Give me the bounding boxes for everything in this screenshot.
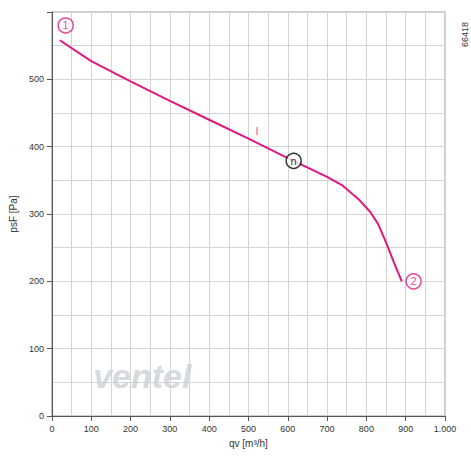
svg-text:200: 200 <box>123 424 138 434</box>
svg-text:600: 600 <box>280 424 295 434</box>
svg-text:I: I <box>256 125 259 137</box>
svg-text:500: 500 <box>241 424 256 434</box>
svg-text:400: 400 <box>29 142 44 152</box>
svg-text:1: 1 <box>63 19 69 31</box>
svg-text:2: 2 <box>410 275 416 287</box>
svg-text:100: 100 <box>84 424 99 434</box>
svg-text:66418: 66418 <box>460 22 470 47</box>
svg-text:400: 400 <box>202 424 217 434</box>
svg-text:1.000: 1.000 <box>434 424 457 434</box>
svg-text:800: 800 <box>359 424 374 434</box>
svg-text:700: 700 <box>320 424 335 434</box>
svg-text:n: n <box>291 155 297 167</box>
svg-text:ventel: ventel <box>93 357 193 395</box>
svg-text:900: 900 <box>398 424 413 434</box>
svg-text:0: 0 <box>49 424 54 434</box>
svg-text:0: 0 <box>39 411 44 421</box>
svg-text:300: 300 <box>162 424 177 434</box>
svg-text:200: 200 <box>29 276 44 286</box>
svg-text:psF [Pa]: psF [Pa] <box>8 195 19 232</box>
svg-text:qv [m³/h]: qv [m³/h] <box>229 438 268 449</box>
svg-text:300: 300 <box>29 209 44 219</box>
svg-text:500: 500 <box>29 74 44 84</box>
svg-text:100: 100 <box>29 344 44 354</box>
